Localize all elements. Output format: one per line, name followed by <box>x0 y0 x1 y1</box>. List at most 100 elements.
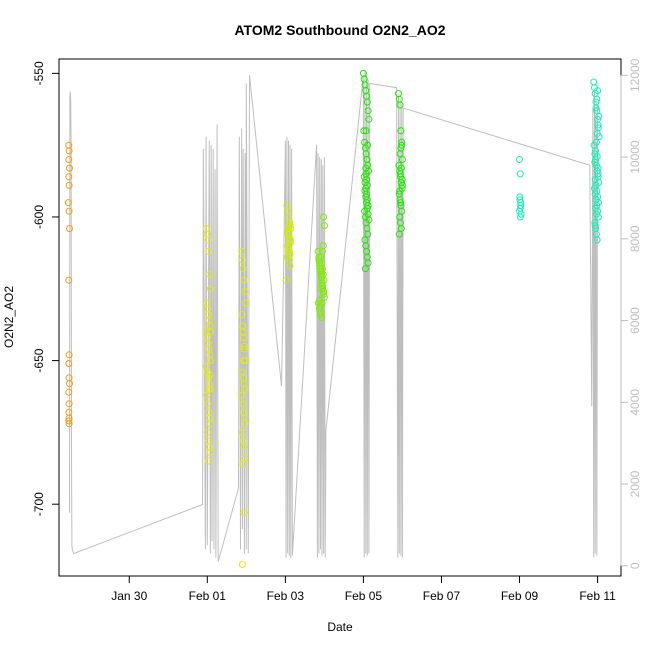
data-point <box>238 561 246 568</box>
series-group <box>359 69 373 273</box>
series-group <box>202 225 214 465</box>
data-point <box>286 219 294 227</box>
data-point <box>240 357 248 365</box>
data-point <box>239 265 247 273</box>
data-point <box>395 230 403 238</box>
data-point <box>285 247 292 255</box>
data-point <box>516 170 524 178</box>
data-point <box>363 181 371 189</box>
gray-secondary-series <box>69 71 599 562</box>
data-point <box>591 222 599 230</box>
data-point <box>204 457 212 465</box>
data-point <box>516 213 524 221</box>
gray-series-line <box>69 71 599 562</box>
series-group <box>516 156 525 221</box>
data-point <box>204 400 212 408</box>
data-point <box>592 210 600 218</box>
x-tick-label: Feb 11 <box>579 589 616 603</box>
data-point <box>241 385 249 393</box>
x-tick-label: Jan 30 <box>111 589 147 603</box>
data-point <box>361 265 369 273</box>
y-tick-label: -550 <box>32 61 46 85</box>
data-point <box>65 388 73 396</box>
data-point <box>397 164 405 172</box>
data-point <box>320 213 328 221</box>
data-point <box>319 242 327 250</box>
data-point <box>320 293 328 301</box>
data-point <box>65 147 73 155</box>
data-point <box>66 164 73 172</box>
data-point <box>238 256 246 264</box>
data-point <box>65 156 73 163</box>
y2-tick-label: 10000 <box>628 140 642 174</box>
data-point <box>365 216 373 224</box>
data-point <box>594 87 602 95</box>
y2-axis: 0 2000 4000 6000 8000 10000 12000 <box>620 58 642 569</box>
data-point <box>362 127 370 135</box>
data-point <box>318 314 326 321</box>
data-point <box>593 130 601 138</box>
data-point <box>65 360 73 367</box>
data-point <box>65 400 73 408</box>
data-point <box>241 420 249 428</box>
data-point <box>594 164 602 172</box>
data-point <box>65 408 73 416</box>
data-point <box>592 138 600 146</box>
data-point <box>592 104 600 112</box>
x-tick-label: Feb 05 <box>345 589 383 603</box>
y-tick-label: -700 <box>32 492 46 516</box>
data-point <box>238 428 246 436</box>
y2-tick-label: 6000 <box>628 307 642 334</box>
data-point <box>594 199 602 207</box>
data-point <box>240 443 248 451</box>
data-point <box>65 351 73 359</box>
y-axis-label: O2N2_AO2 <box>2 286 16 348</box>
data-point <box>203 428 211 436</box>
data-point <box>517 202 525 209</box>
data-point <box>64 199 72 207</box>
data-point <box>516 156 523 163</box>
data-point <box>241 288 249 296</box>
y2-tick-label: 0 <box>628 562 642 569</box>
y2-tick-label: 2000 <box>628 470 642 497</box>
data-point <box>397 127 405 135</box>
data-point <box>593 95 601 103</box>
data-point <box>240 342 248 350</box>
data-point <box>206 371 214 379</box>
data-point <box>286 262 294 270</box>
data-point <box>592 147 600 155</box>
data-point <box>397 199 404 207</box>
data-point <box>317 285 324 293</box>
data-point <box>593 236 601 244</box>
data-point <box>66 225 73 232</box>
data-point <box>239 328 247 336</box>
series-group <box>395 90 406 238</box>
data-point <box>364 141 372 149</box>
y-tick-label: -600 <box>32 205 46 229</box>
data-point <box>590 78 598 86</box>
x-tick-label: Feb 01 <box>189 589 227 603</box>
data-point <box>363 156 371 163</box>
data-point <box>206 449 214 456</box>
data-point <box>398 181 406 189</box>
data-point <box>364 230 372 238</box>
data-point <box>65 173 73 181</box>
x-tick-label: Feb 03 <box>267 589 305 603</box>
data-point <box>206 270 214 278</box>
data-point <box>239 400 247 408</box>
x-axis: Jan 30 Feb 01 Feb 03 Feb 05 Feb 07 Feb 09 Feb … <box>111 575 616 603</box>
data-point <box>205 385 213 393</box>
data-point <box>320 222 328 230</box>
data-point <box>517 210 525 218</box>
data-point <box>398 156 406 163</box>
data-point <box>594 121 602 129</box>
series-group <box>238 247 250 568</box>
data-point <box>65 417 73 425</box>
data-point <box>65 276 73 284</box>
data-point <box>286 236 294 244</box>
data-point <box>206 328 214 336</box>
data-point <box>320 291 328 298</box>
data-point <box>238 311 246 319</box>
chart-title: ATOM2 Southbound O2N2_AO2 <box>234 22 445 38</box>
